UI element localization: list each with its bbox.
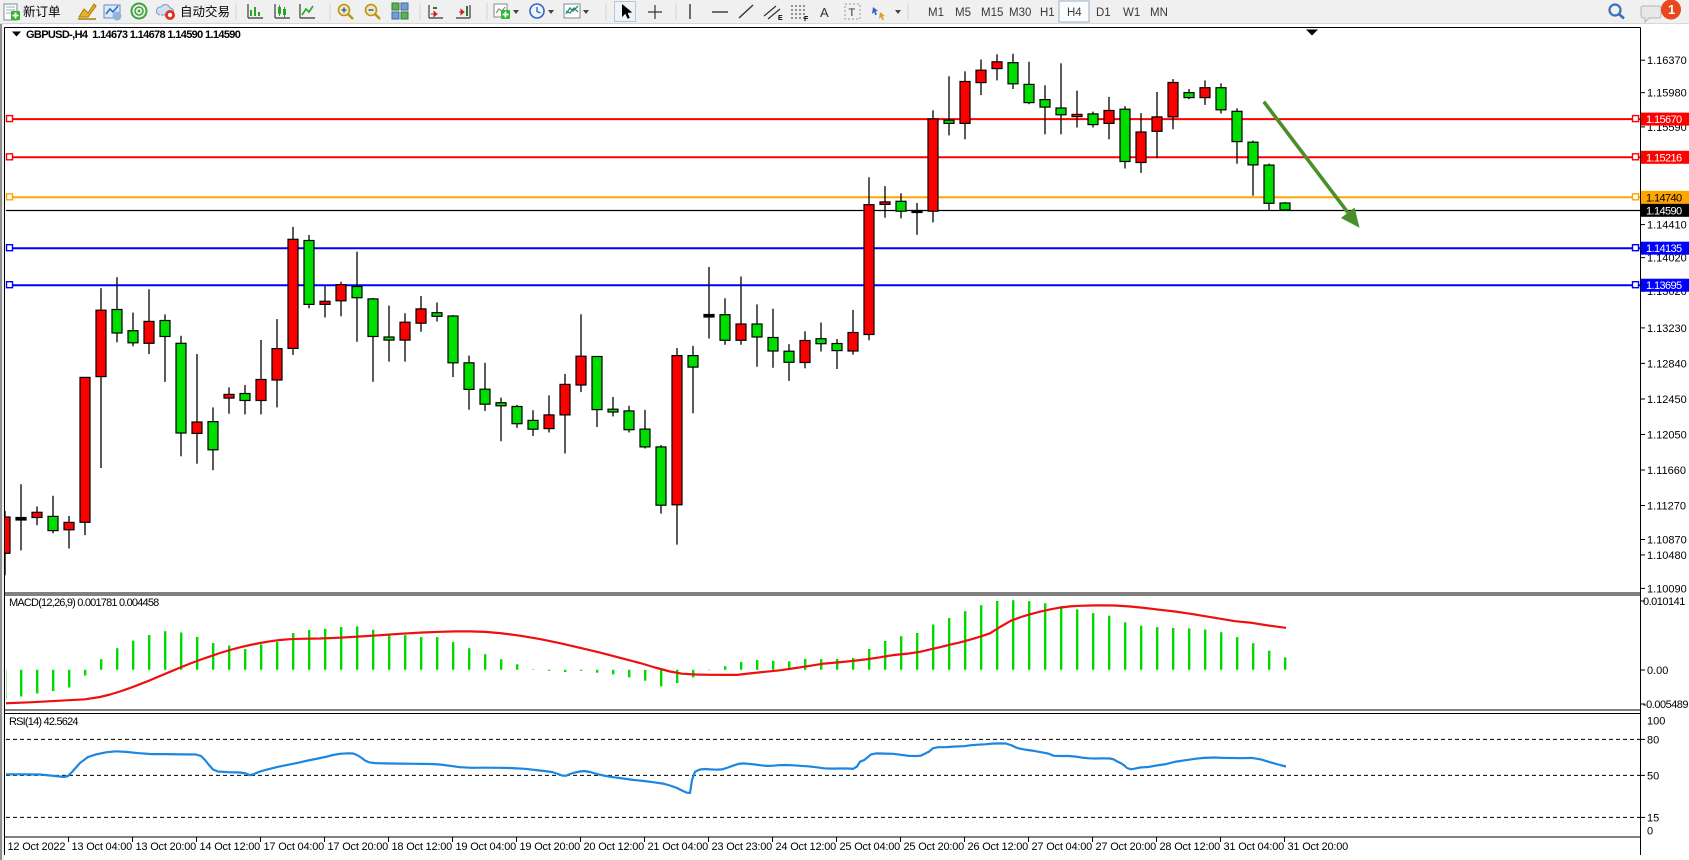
svg-text:25 Oct 20:00: 25 Oct 20:00 [904, 841, 965, 853]
svg-text:1.15670: 1.15670 [1646, 114, 1682, 126]
svg-text:D1: D1 [1096, 7, 1111, 19]
svg-text:18 Oct 12:00: 18 Oct 12:00 [392, 841, 453, 853]
svg-text:1.14590: 1.14590 [1646, 205, 1682, 217]
svg-text:17 Oct 04:00: 17 Oct 04:00 [264, 841, 325, 853]
svg-text:W1: W1 [1123, 7, 1140, 19]
svg-text:12 Oct 2022: 12 Oct 2022 [8, 841, 66, 853]
svg-text:23 Oct 23:00: 23 Oct 23:00 [712, 841, 773, 853]
svg-text:19 Oct 04:00: 19 Oct 04:00 [456, 841, 517, 853]
svg-text:27 Oct 04:00: 27 Oct 04:00 [1032, 841, 1093, 853]
svg-text:自动交易: 自动交易 [180, 4, 230, 19]
svg-text:14 Oct 12:00: 14 Oct 12:00 [200, 841, 261, 853]
svg-text:1: 1 [1668, 2, 1675, 17]
svg-text:1.11660: 1.11660 [1647, 465, 1686, 477]
svg-text:26 Oct 12:00: 26 Oct 12:00 [968, 841, 1029, 853]
svg-text:新订单: 新订单 [23, 4, 61, 19]
svg-text:1.12450: 1.12450 [1647, 394, 1687, 406]
svg-text:17 Oct 20:00: 17 Oct 20:00 [328, 841, 389, 853]
svg-text:24 Oct 12:00: 24 Oct 12:00 [776, 841, 837, 853]
svg-text:M1: M1 [928, 7, 944, 19]
svg-text:M5: M5 [955, 7, 971, 19]
svg-text:1.14410: 1.14410 [1647, 220, 1687, 232]
svg-text:M30: M30 [1009, 7, 1031, 19]
svg-text:1.10870: 1.10870 [1647, 535, 1687, 547]
svg-text:13 Oct 20:00: 13 Oct 20:00 [136, 841, 197, 853]
svg-text:MACD(12,26,9) 0.001781 0.00445: MACD(12,26,9) 0.001781 0.004458 [9, 597, 159, 609]
svg-text:80: 80 [1647, 734, 1659, 746]
svg-text:GBPUSD-,H4 1.14673 1.14678 1.: GBPUSD-,H4 1.14673 1.14678 1.14590 1.145… [26, 29, 241, 41]
svg-text:20 Oct 12:00: 20 Oct 12:00 [584, 841, 645, 853]
svg-text:0: 0 [1647, 825, 1653, 837]
svg-text:H1: H1 [1040, 7, 1055, 19]
svg-text:1.14740: 1.14740 [1646, 192, 1682, 204]
svg-text:1.13695: 1.13695 [1646, 280, 1682, 292]
svg-text:100: 100 [1647, 716, 1665, 728]
svg-text:A: A [820, 5, 829, 20]
svg-text:31 Oct 20:00: 31 Oct 20:00 [1288, 841, 1349, 853]
svg-text:27 Oct 20:00: 27 Oct 20:00 [1096, 841, 1157, 853]
svg-text:E: E [778, 15, 783, 22]
svg-text:1.16370: 1.16370 [1647, 55, 1687, 67]
svg-text:13 Oct 04:00: 13 Oct 04:00 [72, 841, 133, 853]
svg-text:T: T [849, 7, 856, 19]
svg-text:0.010141: 0.010141 [1643, 596, 1685, 608]
svg-text:1.12050: 1.12050 [1647, 430, 1687, 442]
svg-text:1.10090: 1.10090 [1647, 583, 1687, 595]
svg-text:50: 50 [1647, 770, 1659, 782]
svg-text:28 Oct 12:00: 28 Oct 12:00 [1160, 841, 1221, 853]
svg-text:-0.005489: -0.005489 [1643, 699, 1688, 711]
svg-text:15: 15 [1647, 812, 1659, 824]
svg-text:1.11270: 1.11270 [1647, 501, 1686, 513]
svg-text:H4: H4 [1067, 7, 1082, 19]
svg-text:1.15216: 1.15216 [1646, 152, 1682, 164]
svg-text:MN: MN [1150, 7, 1168, 19]
svg-text:1.15980: 1.15980 [1647, 88, 1687, 100]
svg-text:RSI(14) 42.5624: RSI(14) 42.5624 [9, 716, 78, 728]
svg-text:0.00: 0.00 [1647, 665, 1668, 677]
svg-text:31 Oct 04:00: 31 Oct 04:00 [1224, 841, 1285, 853]
svg-text:21 Oct 04:00: 21 Oct 04:00 [648, 841, 709, 853]
svg-text:1.12840: 1.12840 [1647, 358, 1687, 370]
svg-text:1.10480: 1.10480 [1647, 550, 1687, 562]
svg-text:F: F [804, 16, 809, 23]
svg-text:1.14020: 1.14020 [1647, 253, 1687, 265]
svg-text:1.14135: 1.14135 [1646, 243, 1682, 255]
svg-text:1.13230: 1.13230 [1647, 323, 1687, 335]
svg-text:25 Oct 04:00: 25 Oct 04:00 [840, 841, 901, 853]
svg-text:M15: M15 [981, 7, 1003, 19]
svg-text:19 Oct 20:00: 19 Oct 20:00 [520, 841, 581, 853]
